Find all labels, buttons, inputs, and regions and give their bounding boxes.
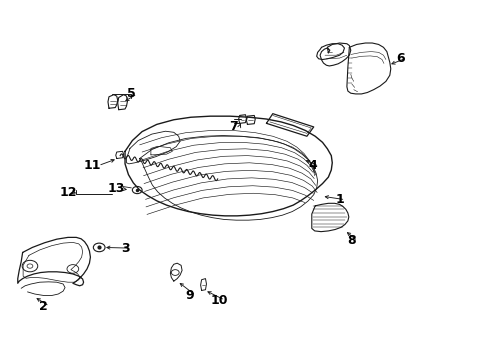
Text: 8: 8	[347, 234, 355, 247]
Text: 5: 5	[127, 87, 136, 100]
Text: 6: 6	[395, 51, 404, 64]
Text: 2: 2	[39, 300, 48, 313]
Text: 13: 13	[108, 183, 125, 195]
Text: 4: 4	[308, 159, 317, 172]
Text: 1: 1	[334, 193, 343, 206]
Text: 12: 12	[59, 186, 77, 199]
Text: 7: 7	[229, 120, 238, 133]
Text: 11: 11	[83, 159, 101, 172]
Text: 9: 9	[185, 289, 194, 302]
Text: 3: 3	[121, 242, 129, 255]
Text: 10: 10	[210, 294, 227, 307]
